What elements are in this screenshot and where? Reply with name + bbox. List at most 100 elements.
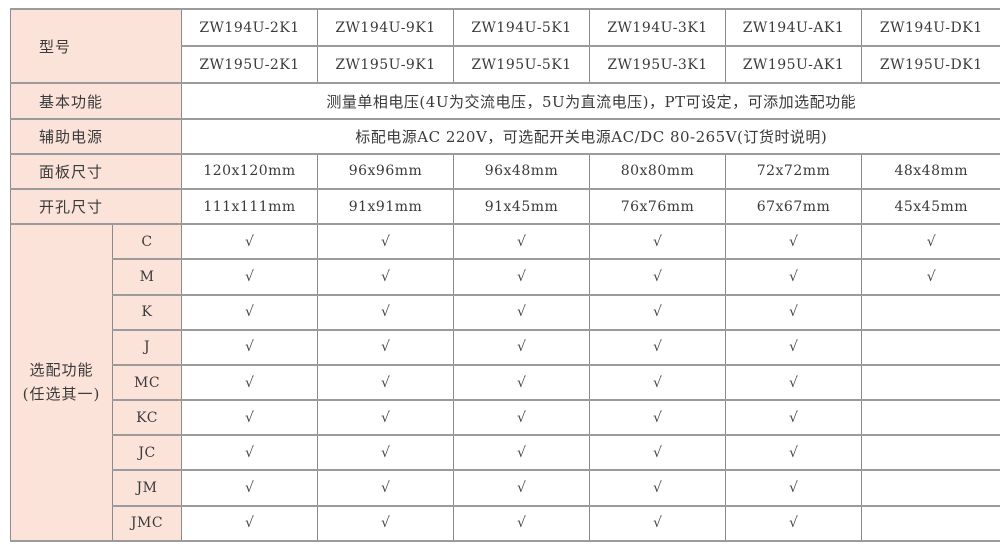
table-row-option-JMC: JMC √ √ √ √ √ bbox=[11, 504, 1000, 543]
option-code: C bbox=[111, 223, 183, 261]
check-cell bbox=[861, 504, 1000, 543]
check-cell: √ bbox=[453, 399, 591, 437]
table-row-basic-function: 基本功能 测量单相电压(4U为交流电压，5U为直流电压)，PT可设定，可添加选配… bbox=[9, 82, 1000, 120]
panel-size-cell: 48x48mm bbox=[861, 152, 1000, 190]
check-cell: √ bbox=[861, 258, 1000, 296]
check-cell: √ bbox=[589, 258, 727, 296]
check-cell: √ bbox=[181, 399, 319, 437]
check-cell: √ bbox=[317, 363, 455, 402]
check-cell: √ bbox=[181, 504, 319, 543]
table-row-models-zw195: ZW195U-2K1 ZW195U-9K1 ZW195U-5K1 ZW195U-… bbox=[11, 45, 1000, 85]
panel-size-cell: 120x120mm bbox=[181, 152, 319, 190]
option-code: MC bbox=[111, 363, 183, 402]
check-cell: √ bbox=[453, 328, 591, 366]
model-cell: ZW194U-DK1 bbox=[861, 7, 1000, 48]
check-cell: √ bbox=[453, 258, 591, 296]
check-cell: √ bbox=[317, 504, 455, 543]
product-spec-table: 型号 ZW194U-2K1 ZW194U-9K1 ZW194U-5K1 ZW19… bbox=[9, 7, 1000, 543]
option-code: JMC bbox=[111, 504, 183, 543]
model-cell: ZW195U-2K1 bbox=[181, 45, 319, 85]
check-cell: √ bbox=[453, 363, 591, 402]
check-cell: √ bbox=[181, 328, 319, 366]
model-cell: ZW195U-AK1 bbox=[725, 45, 863, 85]
model-cell: ZW195U-DK1 bbox=[861, 45, 1000, 85]
check-cell: √ bbox=[725, 434, 863, 472]
panel-size-cell: 72x72mm bbox=[725, 152, 863, 190]
optional-functions-label-line2: (任选其一) bbox=[22, 384, 101, 403]
check-cell: √ bbox=[317, 328, 455, 366]
check-cell: √ bbox=[725, 504, 863, 543]
check-cell: √ bbox=[589, 469, 727, 507]
option-code: M bbox=[111, 258, 183, 296]
table-row-models-zw194: 型号 ZW194U-2K1 ZW194U-9K1 ZW194U-5K1 ZW19… bbox=[9, 7, 1000, 85]
panel-size-cell: 80x80mm bbox=[589, 152, 727, 190]
table-row-option-M: M √ √ √ √ √ √ bbox=[11, 258, 1000, 296]
model-cell: ZW194U-9K1 bbox=[317, 7, 455, 48]
check-cell: √ bbox=[181, 223, 319, 261]
check-cell: √ bbox=[181, 258, 319, 296]
cutout-size-cell: 91x45mm bbox=[453, 187, 591, 226]
model-cell: ZW194U-5K1 bbox=[453, 7, 591, 48]
table-row-option-K: K √ √ √ √ √ bbox=[11, 293, 1000, 331]
table-row-option-C: 选配功能 (任选其一) C √ √ √ √ √ √ bbox=[10, 223, 1000, 542]
table-row-option-KC: KC √ √ √ √ √ bbox=[11, 399, 1000, 437]
check-cell: √ bbox=[589, 363, 727, 402]
row-label-panel-size: 面板尺寸 bbox=[9, 152, 183, 190]
row-label-cutout-size: 开孔尺寸 bbox=[9, 187, 183, 226]
check-cell: √ bbox=[453, 434, 591, 472]
panel-size-cell: 96x48mm bbox=[453, 152, 591, 190]
check-cell: √ bbox=[453, 504, 591, 543]
check-cell: √ bbox=[453, 223, 591, 261]
row-label-basic-function: 基本功能 bbox=[9, 82, 183, 120]
table-row-panel-size: 面板尺寸 120x120mm 96x96mm 96x48mm 80x80mm 7… bbox=[9, 152, 1000, 190]
check-cell: √ bbox=[725, 399, 863, 437]
check-cell: √ bbox=[453, 293, 591, 331]
table-row-option-JC: JC √ √ √ √ √ bbox=[11, 434, 1000, 472]
model-cell: ZW194U-3K1 bbox=[589, 7, 727, 48]
check-cell: √ bbox=[317, 434, 455, 472]
check-cell: √ bbox=[725, 258, 863, 296]
check-cell: √ bbox=[181, 363, 319, 402]
table-row-aux-power: 辅助电源 标配电源AC 220V，可选配开关电源AC/DC 80-265V(订货… bbox=[9, 117, 1000, 155]
check-cell: √ bbox=[453, 469, 591, 507]
cutout-size-cell: 111x111mm bbox=[181, 187, 319, 226]
check-cell bbox=[861, 363, 1000, 402]
optional-functions-label-line1: 选配功能 bbox=[29, 361, 94, 380]
cutout-size-cell: 91x91mm bbox=[317, 187, 455, 226]
table-row-option-J: J √ √ √ √ √ bbox=[11, 328, 1000, 366]
check-cell bbox=[861, 469, 1000, 507]
option-code: K bbox=[111, 293, 183, 331]
table-row-option-MC: MC √ √ √ √ √ bbox=[11, 363, 1000, 402]
option-code: JC bbox=[111, 434, 183, 472]
model-cell: ZW194U-AK1 bbox=[725, 7, 863, 48]
check-cell: √ bbox=[317, 399, 455, 437]
basic-function-value: 测量单相电压(4U为交流电压，5U为直流电压)，PT可设定，可添加选配功能 bbox=[181, 82, 1000, 120]
row-label-optional-functions: 选配功能 (任选其一) bbox=[10, 223, 113, 542]
check-cell bbox=[861, 434, 1000, 472]
check-cell: √ bbox=[725, 223, 863, 261]
option-code: KC bbox=[111, 399, 183, 437]
cutout-size-cell: 67x67mm bbox=[725, 187, 863, 226]
check-cell: √ bbox=[181, 434, 319, 472]
check-cell: √ bbox=[725, 363, 863, 402]
check-cell: √ bbox=[589, 223, 727, 261]
check-cell bbox=[861, 399, 1000, 437]
check-cell: √ bbox=[589, 434, 727, 472]
check-cell: √ bbox=[589, 504, 727, 543]
check-cell: √ bbox=[589, 399, 727, 437]
check-cell: √ bbox=[725, 328, 863, 366]
check-cell: √ bbox=[181, 293, 319, 331]
check-cell: √ bbox=[589, 293, 727, 331]
cutout-size-cell: 76x76mm bbox=[589, 187, 727, 226]
option-code: JM bbox=[111, 469, 183, 507]
check-cell: √ bbox=[317, 258, 455, 296]
check-cell: √ bbox=[589, 328, 727, 366]
check-cell: √ bbox=[861, 223, 1000, 261]
model-cell: ZW195U-9K1 bbox=[317, 45, 455, 85]
cutout-size-cell: 45x45mm bbox=[861, 187, 1000, 226]
row-label-model: 型号 bbox=[9, 7, 183, 85]
model-cell: ZW195U-5K1 bbox=[453, 45, 591, 85]
aux-power-value: 标配电源AC 220V，可选配开关电源AC/DC 80-265V(订货时说明) bbox=[181, 117, 1000, 155]
check-cell: √ bbox=[317, 293, 455, 331]
table-row-cutout-size: 开孔尺寸 111x111mm 91x91mm 91x45mm 76x76mm 6… bbox=[9, 187, 1000, 226]
